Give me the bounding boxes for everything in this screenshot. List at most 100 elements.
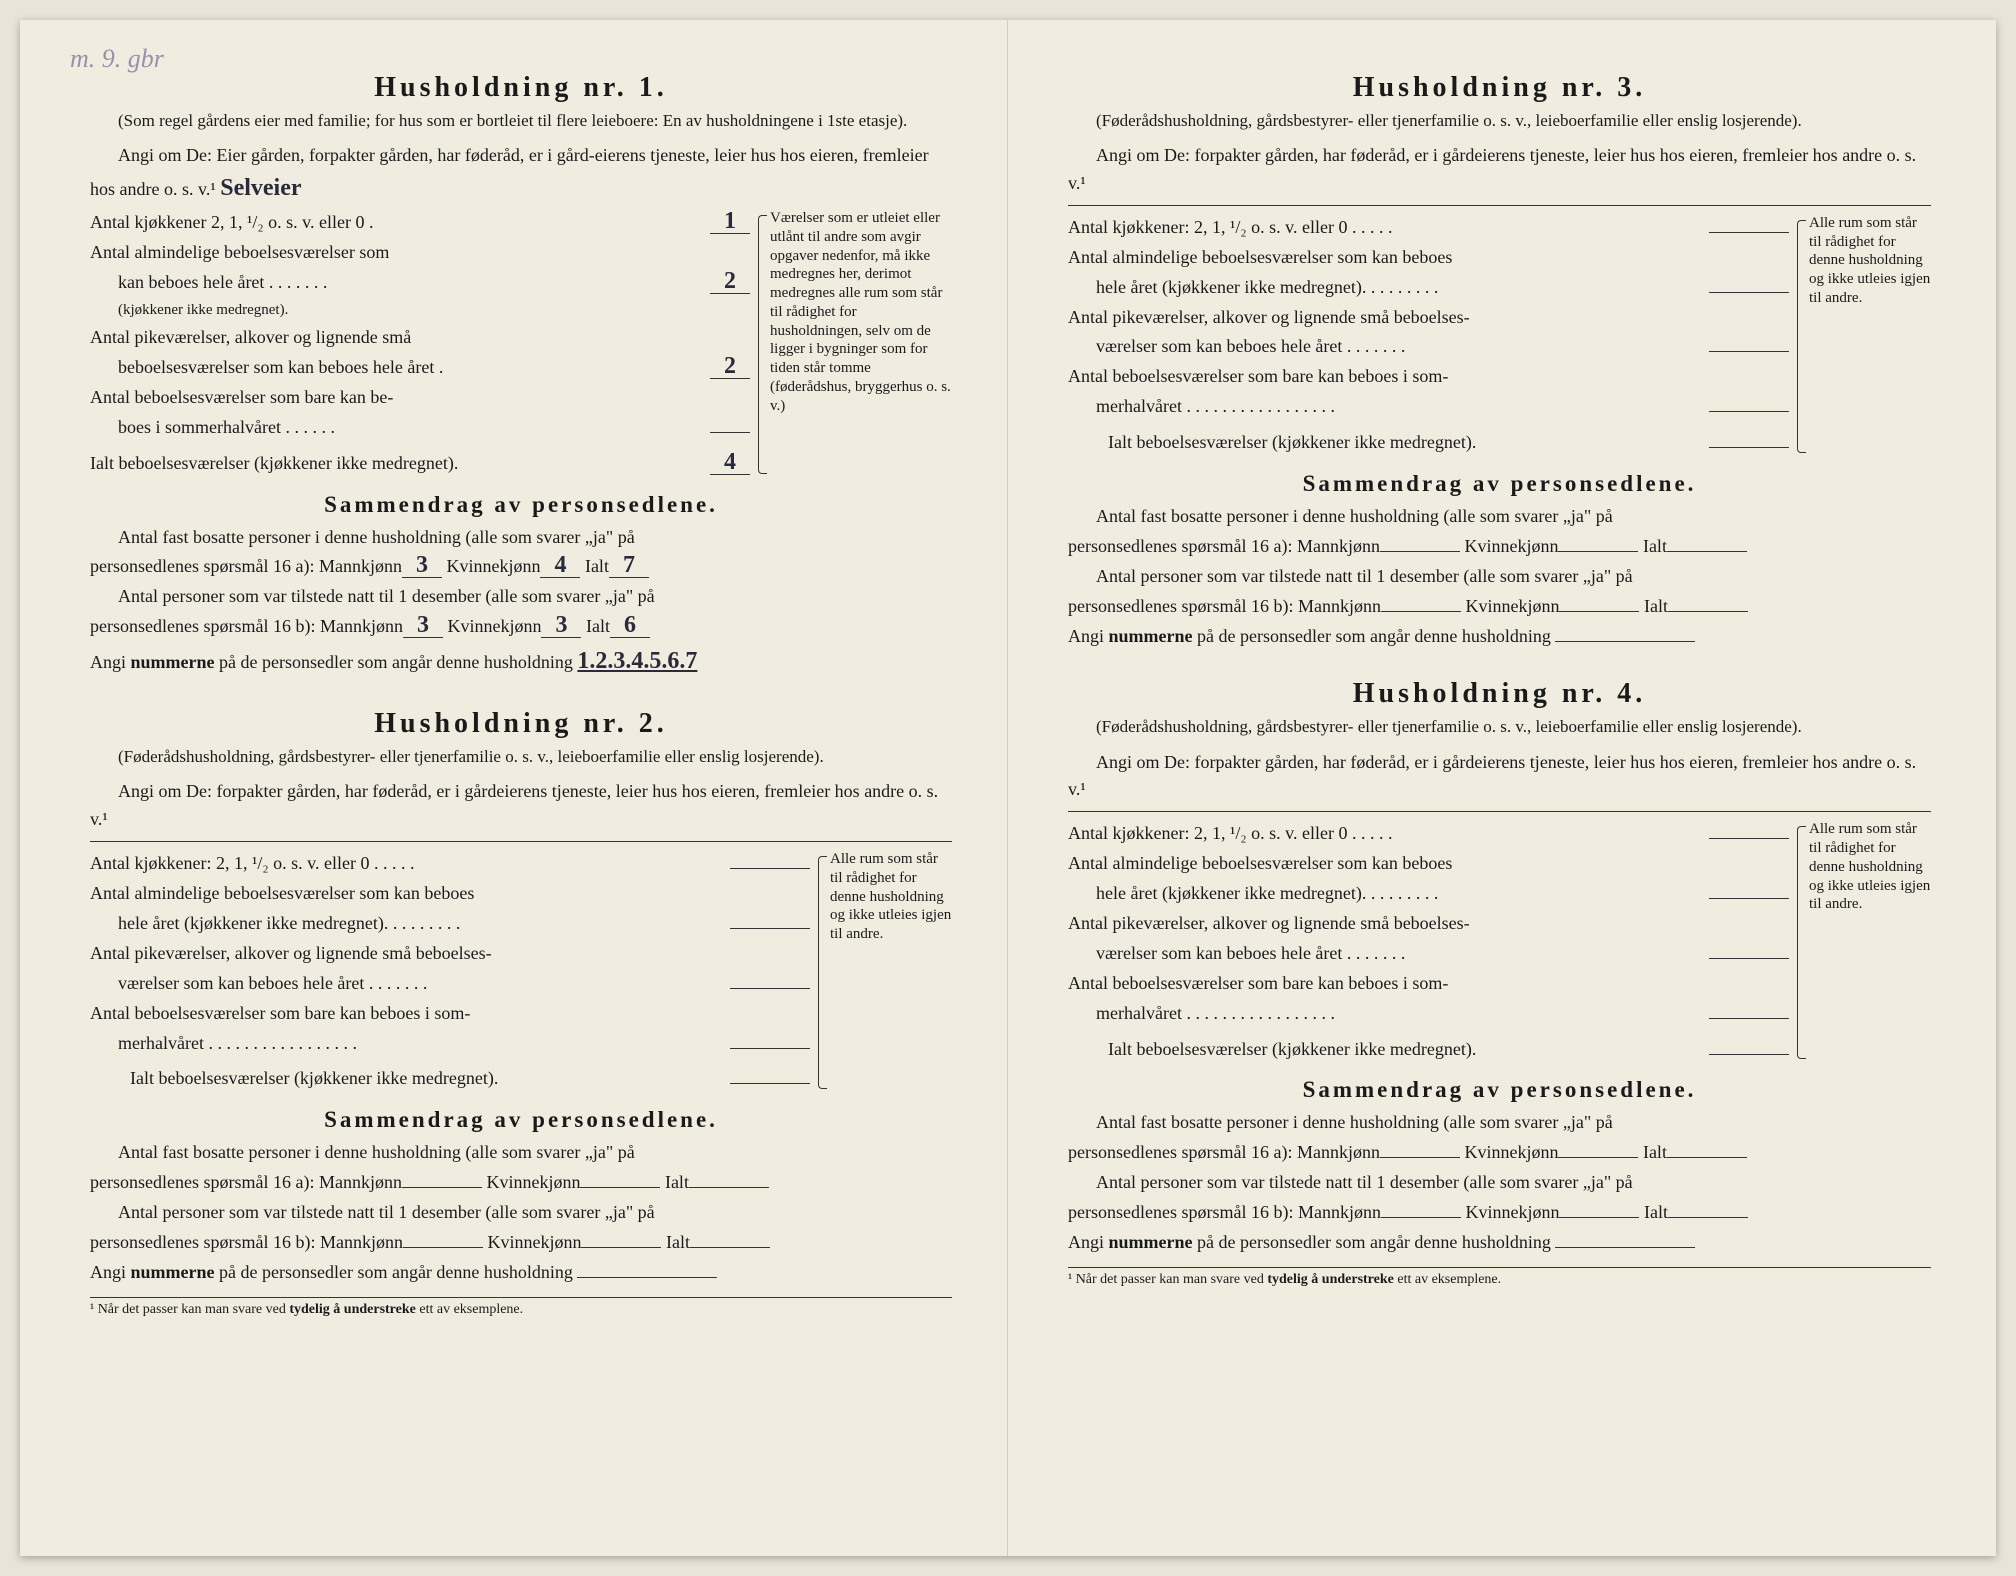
h4-side-note: Alle rum som står til rådighet for denne… bbox=[1801, 820, 1931, 1065]
h2-sammendrag-title: Sammendrag av personsedlene. bbox=[90, 1107, 952, 1133]
h2-alm2: hele året (kjøkkener ikke medregnet). . … bbox=[118, 910, 460, 938]
h1-fast: Antal fast bosatte personer i denne hush… bbox=[90, 524, 952, 552]
h3-angi: Angi om De: forpakter gården, har føderå… bbox=[1068, 142, 1931, 198]
h3-ialt-pers-value2 bbox=[1668, 611, 1748, 612]
h2-pike2: værelser som kan beboes hele året . . . … bbox=[118, 970, 427, 998]
h1-rooms-block: Antal kjøkkener 2, 1, ¹/₂ o. s. v. eller… bbox=[90, 209, 952, 479]
h2-mann-label: Mannkjønn bbox=[319, 1172, 402, 1192]
h2-pike-value bbox=[730, 988, 810, 989]
pencil-annotation: m. 9. gbr bbox=[70, 44, 164, 74]
h3-ialt-label: Ialt beboelsesværelser (kjøkkener ikke m… bbox=[1108, 429, 1476, 457]
h1-mann-label2: Mannkjønn bbox=[320, 616, 403, 636]
h4-ialt-pers-value2 bbox=[1668, 1217, 1748, 1218]
h2-sommer1: Antal beboelsesværelser som bare kan beb… bbox=[90, 1000, 810, 1028]
h3-nummerne: Angi nummerne på de personsedler som ang… bbox=[1068, 626, 1551, 646]
h1-q16b-row: personsedlenes spørsmål 16 b): Mannkjønn… bbox=[90, 613, 952, 641]
h4-pike-value bbox=[1709, 958, 1789, 959]
h3-q16a-row: personsedlenes spørsmål 16 a): Mannkjønn… bbox=[1068, 533, 1931, 561]
h2-ialt-value bbox=[730, 1083, 810, 1084]
h2-ialt-pers-value bbox=[689, 1187, 769, 1188]
h1-angi: Angi om De: Eier gården, forpakter gårde… bbox=[90, 142, 952, 207]
h1-tilstede: Antal personer som var tilstede natt til… bbox=[90, 583, 952, 611]
h1-pike1: Antal pikeværelser, alkover og lignende … bbox=[90, 324, 750, 352]
h4-kjokkener-value bbox=[1709, 838, 1789, 839]
h1-kvinne-label: Kvinnekjønn bbox=[446, 556, 540, 576]
h3-alm1: Antal almindelige beboelsesværelser som … bbox=[1068, 244, 1789, 272]
h3-ialt-pers-label2: Ialt bbox=[1644, 596, 1668, 616]
h4-mann-label: Mannkjønn bbox=[1297, 1142, 1380, 1162]
h2-ialt-pers-label: Ialt bbox=[665, 1172, 689, 1192]
h4-title: Husholdning nr. 4. bbox=[1068, 678, 1931, 710]
h4-angi-line bbox=[1068, 806, 1931, 812]
h2-fast: Antal fast bosatte personer i denne hush… bbox=[90, 1139, 952, 1167]
h3-kvinne-value2 bbox=[1559, 611, 1639, 612]
h2-q16b-row: personsedlenes spørsmål 16 b): Mannkjønn… bbox=[90, 1229, 952, 1257]
h2-ialt-pers-label2: Ialt bbox=[666, 1232, 690, 1252]
h2-angi-line bbox=[90, 836, 952, 842]
h2-alm1: Antal almindelige beboelsesværelser som … bbox=[90, 880, 810, 908]
h4-kvinne-value bbox=[1558, 1157, 1638, 1158]
h4-ialt-value bbox=[1709, 1054, 1789, 1055]
h4-tilstede: Antal personer som var tilstede natt til… bbox=[1068, 1169, 1931, 1197]
h4-nummerne-row: Angi nummerne på de personsedler som ang… bbox=[1068, 1229, 1931, 1257]
h4-kvinne-value2 bbox=[1559, 1217, 1639, 1218]
h1-kvinne-value2: 3 bbox=[541, 613, 581, 638]
h1-ialt-label: Ialt beboelsesværelser (kjøkkener ikke m… bbox=[90, 450, 458, 478]
h3-sommer1: Antal beboelsesværelser som bare kan beb… bbox=[1068, 363, 1789, 391]
h4-mann-label2: Mannkjønn bbox=[1298, 1202, 1381, 1222]
h1-ialt-pers-label: Ialt bbox=[585, 556, 609, 576]
h2-kvinne-value2 bbox=[581, 1247, 661, 1248]
h3-kvinne-label: Kvinnekjønn bbox=[1464, 536, 1558, 556]
h2-kvinne-value bbox=[580, 1187, 660, 1188]
h4-subtitle: (Føderådshusholdning, gårdsbestyrer- ell… bbox=[1068, 716, 1931, 738]
h1-angi-text: Angi om De: Eier gården, forpakter gårde… bbox=[90, 145, 929, 199]
h2-tilstede: Antal personer som var tilstede natt til… bbox=[90, 1199, 952, 1227]
h4-rooms-block: Antal kjøkkener: 2, 1, ¹/₂ o. s. v. elle… bbox=[1068, 820, 1931, 1065]
h1-q16a-row: personsedlenes spørsmål 16 a): Mannkjønn… bbox=[90, 553, 952, 581]
h2-mann-value2 bbox=[403, 1247, 483, 1248]
h4-nummerne: Angi nummerne på de personsedler som ang… bbox=[1068, 1232, 1551, 1252]
h1-alm2: kan beboes hele året . . . . . . . bbox=[118, 269, 327, 297]
h1-ialt-pers-label2: Ialt bbox=[586, 616, 610, 636]
h3-alm2: hele året (kjøkkener ikke medregnet). . … bbox=[1096, 274, 1438, 302]
h4-q16a: personsedlenes spørsmål 16 a): bbox=[1068, 1142, 1292, 1162]
h2-q16b: personsedlenes spørsmål 16 b): bbox=[90, 1232, 315, 1252]
h1-alm1: Antal almindelige beboelsesværelser som bbox=[90, 239, 750, 267]
h1-kjokkener-value: 1 bbox=[710, 209, 750, 234]
h2-sommer-value bbox=[730, 1048, 810, 1049]
h3-q16b: personsedlenes spørsmål 16 b): bbox=[1068, 596, 1293, 616]
h3-ialt-pers-value bbox=[1667, 551, 1747, 552]
h3-pike-value bbox=[1709, 351, 1789, 352]
h2-footnote: ¹ Når det passer kan man svare ved tydel… bbox=[90, 1297, 952, 1318]
h1-kvinne-label2: Kvinnekjønn bbox=[447, 616, 541, 636]
h4-alm2: hele året (kjøkkener ikke medregnet). . … bbox=[1096, 880, 1438, 908]
h3-side-note: Alle rum som står til rådighet for denne… bbox=[1801, 214, 1931, 459]
h3-mann-value2 bbox=[1381, 611, 1461, 612]
h3-ialt-value bbox=[1709, 447, 1789, 448]
h4-q16a-row: personsedlenes spørsmål 16 a): Mannkjønn… bbox=[1068, 1139, 1931, 1167]
h3-kjokkener-value bbox=[1709, 232, 1789, 233]
h2-q16a-row: personsedlenes spørsmål 16 a): Mannkjønn… bbox=[90, 1169, 952, 1197]
h3-pike2: værelser som kan beboes hele året . . . … bbox=[1096, 333, 1405, 361]
h4-kjokkener-label: Antal kjøkkener: 2, 1, ¹/₂ o. s. v. elle… bbox=[1068, 820, 1392, 848]
h1-ialt-value: 4 bbox=[710, 450, 750, 475]
h3-mann-label: Mannkjønn bbox=[1297, 536, 1380, 556]
h2-alm-value bbox=[730, 928, 810, 929]
h3-mann-label2: Mannkjønn bbox=[1298, 596, 1381, 616]
h2-ialt-label: Ialt beboelsesværelser (kjøkkener ikke m… bbox=[130, 1065, 498, 1093]
h1-nummerne: Angi nummerne på de personsedler som ang… bbox=[90, 652, 573, 672]
h2-kvinne-label: Kvinnekjønn bbox=[486, 1172, 580, 1192]
h4-angi: Angi om De: forpakter gården, har føderå… bbox=[1068, 749, 1931, 805]
h2-pike1: Antal pikeværelser, alkover og lignende … bbox=[90, 940, 810, 968]
h1-sommer1: Antal beboelsesværelser som bare kan be- bbox=[90, 384, 750, 412]
h2-nummerne-value bbox=[577, 1277, 717, 1278]
h2-side-note: Alle rum som står til rådighet for denne… bbox=[822, 850, 952, 1095]
h4-ialt-pers-label: Ialt bbox=[1643, 1142, 1667, 1162]
h2-kjokkener-value bbox=[730, 868, 810, 869]
h4-sommer-value bbox=[1709, 1018, 1789, 1019]
h1-pike2: beboelsesværelser som kan beboes hele år… bbox=[118, 354, 443, 382]
left-page: m. 9. gbr Husholdning nr. 1. (Som regel … bbox=[20, 20, 1008, 1556]
h4-q16b-row: personsedlenes spørsmål 16 b): Mannkjønn… bbox=[1068, 1199, 1931, 1227]
h2-q16a: personsedlenes spørsmål 16 a): bbox=[90, 1172, 314, 1192]
h3-pike1: Antal pikeværelser, alkover og lignende … bbox=[1068, 304, 1789, 332]
